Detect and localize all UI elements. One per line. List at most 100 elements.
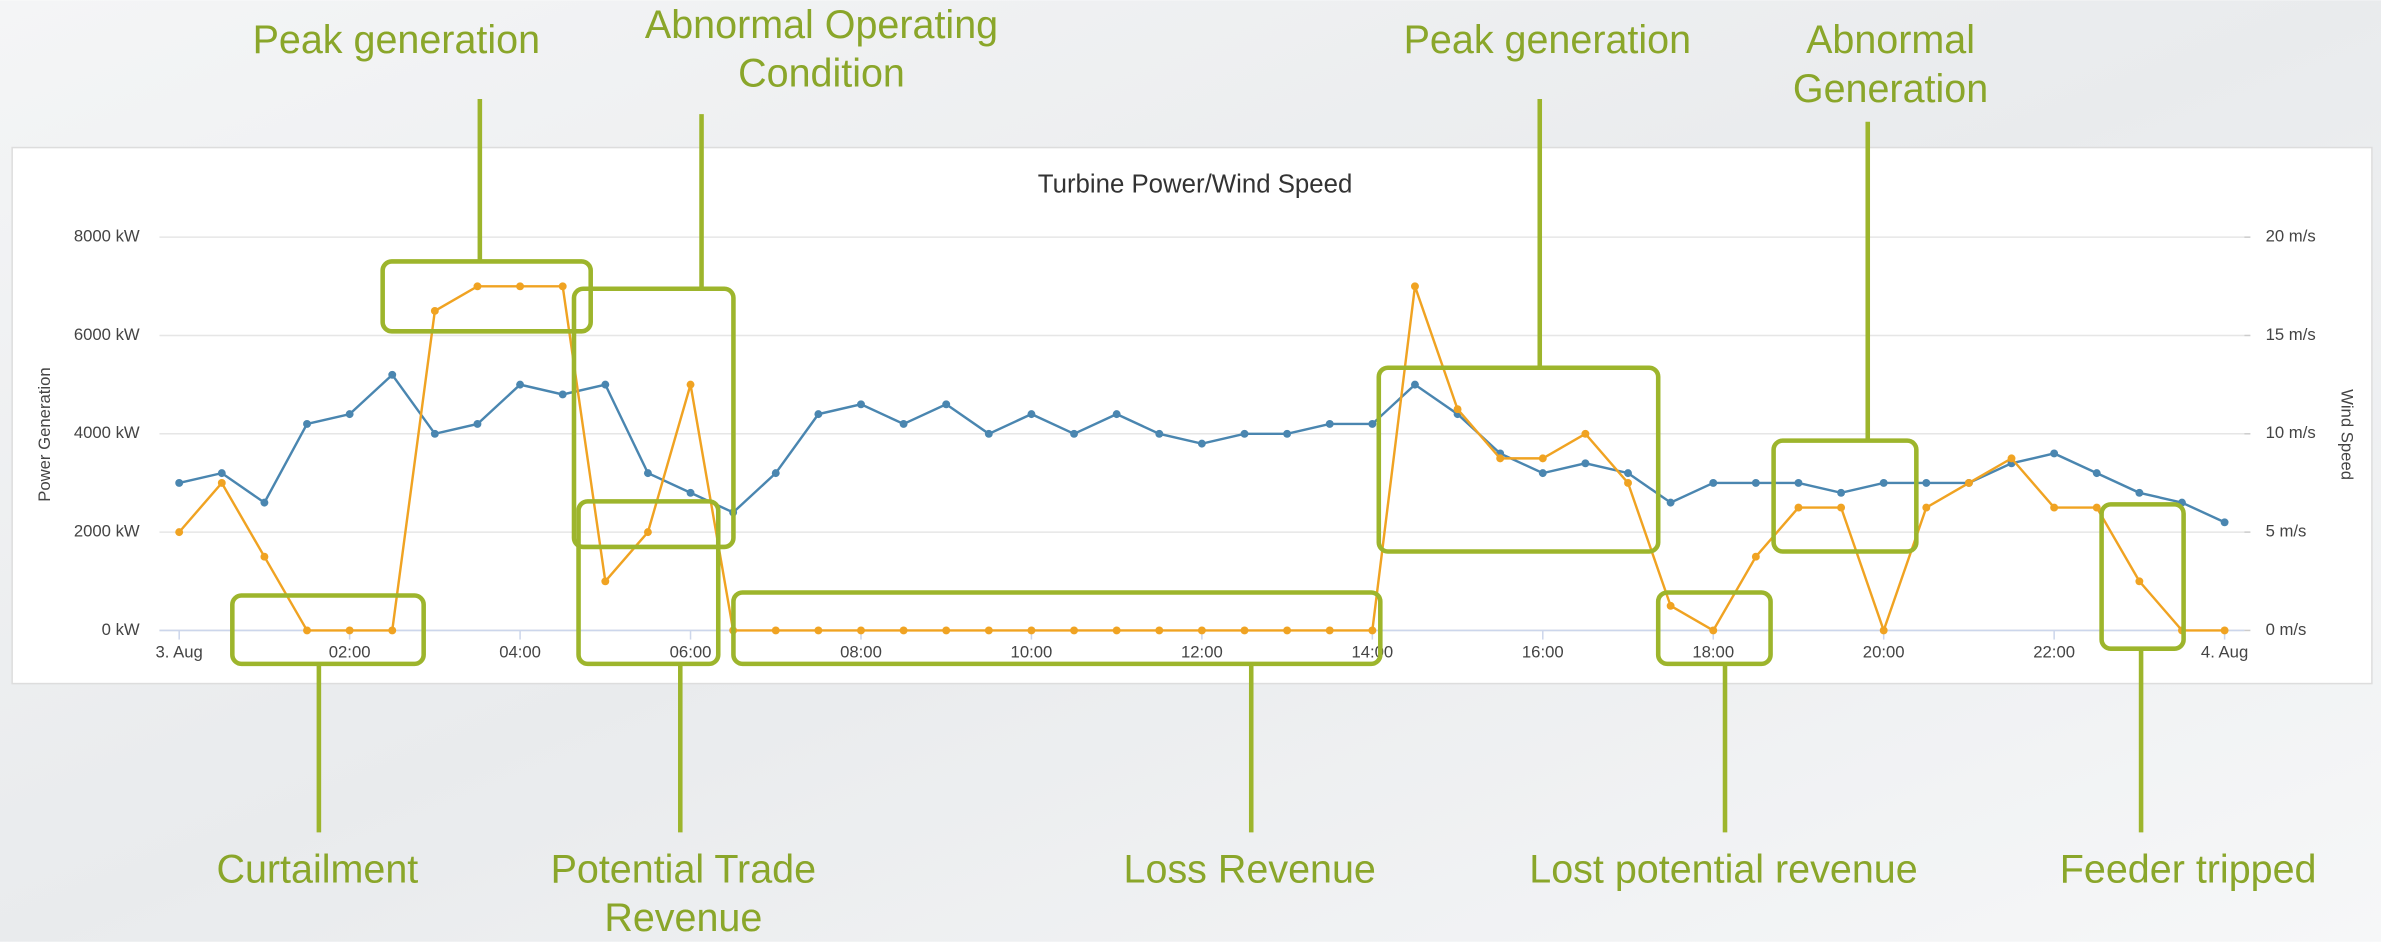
x-tick-label: 14:00 <box>1351 643 1393 662</box>
point <box>1112 410 1121 419</box>
y2-tick-label: 5 m/s <box>2266 522 2307 541</box>
point <box>1709 626 1718 635</box>
point <box>516 380 525 389</box>
highlight-box <box>576 499 721 667</box>
point <box>1155 429 1164 438</box>
x-tick-label: 16:00 <box>1522 643 1564 662</box>
point <box>1325 626 1334 635</box>
annotation-text: Peak generation <box>1404 18 1691 62</box>
point <box>899 626 908 635</box>
point <box>1666 601 1675 610</box>
point <box>1240 429 1249 438</box>
x-tick-label: 12:00 <box>1181 643 1223 662</box>
point <box>857 400 865 409</box>
point <box>175 528 184 537</box>
point <box>686 488 695 497</box>
point <box>1581 429 1590 438</box>
point <box>942 626 951 635</box>
point <box>558 390 567 399</box>
x-tick-label: 10:00 <box>1011 643 1053 662</box>
highlight-box <box>380 259 593 334</box>
point <box>2050 503 2059 512</box>
point <box>601 380 610 389</box>
point <box>217 479 226 487</box>
point <box>814 410 823 419</box>
point <box>217 469 226 478</box>
highlight-box <box>1771 438 1919 554</box>
point <box>303 420 311 428</box>
annotation-text: Generation <box>1793 67 1988 111</box>
x-tick-label: 04:00 <box>499 643 541 662</box>
point <box>303 626 311 635</box>
point <box>814 626 823 635</box>
x-tick-label: 18:00 <box>1692 643 1734 662</box>
y2-tick-label: 0 m/s <box>2266 620 2307 639</box>
highlight-box <box>571 286 736 550</box>
annotation-text: Feeder tripped <box>2060 847 2317 891</box>
point <box>2220 626 2229 635</box>
annotation-text: Potential Trade <box>551 847 817 891</box>
point <box>1070 429 1078 438</box>
point <box>430 429 439 438</box>
annotation-text: Loss Revenue <box>1124 847 1376 891</box>
point <box>1368 626 1377 635</box>
point <box>899 420 908 428</box>
point <box>1283 429 1292 438</box>
point <box>2050 449 2059 458</box>
point <box>175 479 184 487</box>
point <box>2007 454 2016 463</box>
point <box>942 400 951 409</box>
point <box>1411 282 1419 291</box>
annotation-text: Revenue <box>604 896 762 940</box>
point <box>1027 410 1036 419</box>
point <box>1922 503 1931 512</box>
point <box>1368 420 1377 428</box>
y2-tick-label: 10 m/s <box>2266 423 2316 442</box>
y-tick-label: 0 kW <box>102 620 140 639</box>
point <box>1112 626 1121 635</box>
point <box>1197 626 1206 635</box>
annotation-text: Abnormal Operating <box>645 3 998 47</box>
point <box>1794 479 1803 487</box>
point <box>260 552 269 561</box>
point <box>2135 488 2144 497</box>
point <box>984 429 993 438</box>
point <box>1070 626 1078 635</box>
point <box>345 410 354 419</box>
annotation-text: Condition <box>738 52 905 96</box>
highlight-box <box>1376 365 1661 554</box>
x-tick-label: 02:00 <box>329 643 371 662</box>
point <box>1794 503 1803 512</box>
point <box>1922 479 1931 487</box>
y2-tick-label: 15 m/s <box>2266 325 2316 344</box>
chart-title: Turbine Power/Wind Speed <box>1038 170 1353 198</box>
point <box>1751 479 1760 487</box>
point <box>1751 552 1760 561</box>
x-tick-label: 4. Aug <box>2201 643 2248 662</box>
point <box>1879 479 1888 487</box>
point <box>1155 626 1164 635</box>
annotation-text: Lost potential revenue <box>1529 847 1917 891</box>
point <box>2092 503 2101 512</box>
point <box>1538 469 1547 478</box>
point <box>516 282 525 291</box>
point <box>643 469 652 478</box>
y-tick-label: 4000 kW <box>74 423 140 442</box>
point <box>388 370 397 379</box>
y-tick-label: 2000 kW <box>74 522 140 541</box>
point <box>473 420 482 428</box>
point <box>2220 518 2229 527</box>
x-tick-label: 20:00 <box>1863 643 1905 662</box>
y-tick-label: 6000 kW <box>74 325 140 344</box>
chart-panel <box>11 146 2373 685</box>
y2-axis-title: Wind Speed <box>2338 389 2357 480</box>
y-tick-label: 8000 kW <box>74 227 140 246</box>
point <box>601 577 610 586</box>
point <box>1538 454 1547 463</box>
point <box>643 528 652 537</box>
x-tick-label: 3. Aug <box>156 643 203 662</box>
point <box>1837 503 1846 512</box>
point <box>1624 469 1632 478</box>
